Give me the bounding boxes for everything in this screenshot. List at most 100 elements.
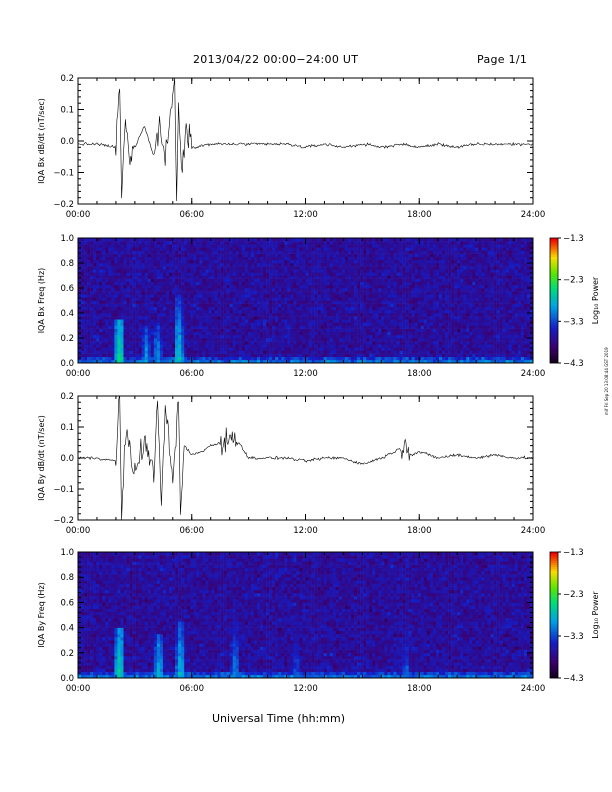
heatmap-cell bbox=[342, 322, 345, 325]
heatmap-cell bbox=[354, 294, 357, 297]
heatmap-cell bbox=[284, 329, 287, 332]
heatmap-cell bbox=[166, 260, 169, 263]
heatmap-cell bbox=[263, 304, 266, 307]
heatmap-cell bbox=[257, 297, 260, 300]
heatmap-cell bbox=[160, 351, 163, 354]
heatmap-cell bbox=[299, 247, 302, 250]
heatmap-cell bbox=[248, 310, 251, 313]
heatmap-cell bbox=[133, 354, 136, 357]
heatmap-cell bbox=[272, 279, 275, 282]
heatmap-cell bbox=[342, 310, 345, 313]
heatmap-cell bbox=[381, 263, 384, 266]
heatmap-cell bbox=[108, 285, 111, 288]
heatmap-cell bbox=[233, 266, 236, 269]
heatmap-cell bbox=[351, 279, 354, 282]
heatmap-cell bbox=[403, 251, 406, 254]
heatmap-cell bbox=[84, 272, 87, 275]
heatmap-cell bbox=[412, 247, 415, 250]
heatmap-cell bbox=[397, 319, 400, 322]
heatmap-cell bbox=[336, 319, 339, 322]
heatmap-cell bbox=[330, 294, 333, 297]
heatmap-cell bbox=[339, 357, 342, 360]
heatmap-cell bbox=[260, 313, 263, 316]
heatmap-cell bbox=[345, 282, 348, 285]
heatmap-cell bbox=[169, 238, 172, 241]
heatmap-cell bbox=[430, 266, 433, 269]
heatmap-cell bbox=[248, 347, 251, 350]
heatmap-cell bbox=[145, 276, 148, 279]
heatmap-cell bbox=[211, 260, 214, 263]
heatmap-cell bbox=[290, 313, 293, 316]
heatmap-cell bbox=[105, 291, 108, 294]
heatmap-cell bbox=[312, 297, 315, 300]
heatmap-cell bbox=[351, 335, 354, 338]
heatmap-cell bbox=[196, 319, 199, 322]
heatmap-cell bbox=[215, 335, 218, 338]
heatmap-cell bbox=[202, 254, 205, 257]
heatmap-cell bbox=[348, 329, 351, 332]
heatmap-cell bbox=[90, 297, 93, 300]
heatmap-cell bbox=[254, 260, 257, 263]
heatmap-cell bbox=[208, 254, 211, 257]
heatmap-cell bbox=[221, 347, 224, 350]
heatmap-cell bbox=[281, 294, 284, 297]
heatmap-cell bbox=[108, 357, 111, 360]
heatmap-cell bbox=[442, 263, 445, 266]
heatmap-cell bbox=[108, 282, 111, 285]
heatmap-cell bbox=[96, 322, 99, 325]
heatmap-cell bbox=[87, 357, 90, 360]
heatmap-cell bbox=[406, 304, 409, 307]
heatmap-cell bbox=[348, 301, 351, 304]
heatmap-cell bbox=[133, 351, 136, 354]
heatmap-cell bbox=[445, 288, 448, 291]
heatmap-cell bbox=[296, 241, 299, 244]
heatmap-cell bbox=[93, 285, 96, 288]
heatmap-cell bbox=[363, 310, 366, 313]
heatmap-cell bbox=[202, 272, 205, 275]
heatmap-cell bbox=[208, 301, 211, 304]
heatmap-cell bbox=[397, 282, 400, 285]
heatmap-cell bbox=[257, 338, 260, 341]
heatmap-cell bbox=[187, 254, 190, 257]
heatmap-cell bbox=[393, 269, 396, 272]
heatmap-cell bbox=[166, 241, 169, 244]
heatmap-cell bbox=[196, 263, 199, 266]
heatmap-cell bbox=[242, 332, 245, 335]
heatmap-cell bbox=[151, 326, 154, 329]
heatmap-cell bbox=[236, 291, 239, 294]
heatmap-cell bbox=[199, 294, 202, 297]
heatmap-cell bbox=[199, 332, 202, 335]
heatmap-cell bbox=[160, 347, 163, 350]
heatmap-cell bbox=[93, 326, 96, 329]
heatmap-cell bbox=[166, 272, 169, 275]
heatmap-cell bbox=[269, 351, 272, 354]
heatmap-cell bbox=[127, 260, 130, 263]
heatmap-cell bbox=[290, 257, 293, 260]
heatmap-cell bbox=[142, 313, 145, 316]
heatmap-cell bbox=[384, 244, 387, 247]
heatmap-cell bbox=[96, 319, 99, 322]
heatmap-cell bbox=[236, 263, 239, 266]
heatmap-cell bbox=[406, 344, 409, 347]
heatmap-cell bbox=[93, 301, 96, 304]
heatmap-cell bbox=[339, 238, 342, 241]
heatmap-cell bbox=[130, 285, 133, 288]
heatmap-cell bbox=[330, 310, 333, 313]
heatmap-cell bbox=[251, 282, 254, 285]
heatmap-cell bbox=[133, 241, 136, 244]
heatmap-cell bbox=[90, 347, 93, 350]
heatmap-cell bbox=[96, 307, 99, 310]
heatmap-cell bbox=[384, 307, 387, 310]
heatmap-cell bbox=[175, 291, 178, 294]
heatmap-cell bbox=[236, 310, 239, 313]
heatmap-cell bbox=[348, 322, 351, 325]
heatmap-cell bbox=[181, 282, 184, 285]
heatmap-cell bbox=[327, 244, 330, 247]
heatmap-cell bbox=[108, 251, 111, 254]
heatmap-cell bbox=[108, 332, 111, 335]
heatmap-cell bbox=[312, 260, 315, 263]
heatmap-cell bbox=[393, 335, 396, 338]
heatmap-cell bbox=[269, 251, 272, 254]
heatmap-cell bbox=[233, 326, 236, 329]
heatmap-cell bbox=[84, 316, 87, 319]
